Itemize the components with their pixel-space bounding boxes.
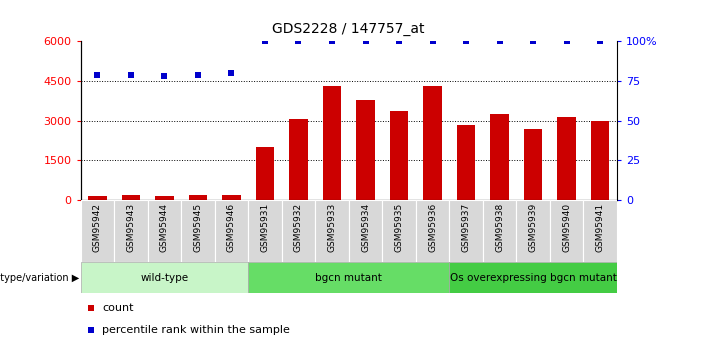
Bar [189, 195, 207, 200]
FancyBboxPatch shape [517, 200, 550, 262]
Text: GSM95935: GSM95935 [395, 203, 404, 253]
FancyBboxPatch shape [583, 200, 617, 262]
FancyBboxPatch shape [416, 200, 449, 262]
Point [427, 39, 438, 44]
FancyBboxPatch shape [550, 200, 583, 262]
Text: GSM95937: GSM95937 [461, 203, 470, 253]
Text: bgcn mutant: bgcn mutant [315, 273, 382, 283]
FancyBboxPatch shape [449, 200, 483, 262]
Text: GSM95939: GSM95939 [529, 203, 538, 253]
FancyBboxPatch shape [148, 200, 181, 262]
Point [159, 73, 170, 79]
Bar [491, 114, 509, 200]
Text: GSM95945: GSM95945 [193, 203, 203, 252]
Text: GSM95936: GSM95936 [428, 203, 437, 253]
Text: Os overexpressing bgcn mutant: Os overexpressing bgcn mutant [449, 273, 616, 283]
Bar [222, 196, 240, 200]
FancyBboxPatch shape [382, 200, 416, 262]
Point [393, 39, 404, 44]
Bar [155, 196, 174, 200]
Text: GSM95934: GSM95934 [361, 203, 370, 252]
Point [259, 39, 271, 44]
Point [561, 39, 572, 44]
FancyBboxPatch shape [449, 262, 617, 293]
FancyBboxPatch shape [181, 200, 215, 262]
Bar [457, 125, 475, 200]
FancyBboxPatch shape [248, 262, 449, 293]
FancyBboxPatch shape [282, 200, 315, 262]
FancyBboxPatch shape [483, 200, 517, 262]
Point [527, 39, 538, 44]
Text: count: count [102, 303, 134, 313]
Point [293, 39, 304, 44]
Point [92, 72, 103, 78]
Point [461, 39, 472, 44]
Text: GSM95941: GSM95941 [596, 203, 605, 252]
Text: GSM95940: GSM95940 [562, 203, 571, 252]
FancyBboxPatch shape [349, 200, 382, 262]
Text: GSM95943: GSM95943 [126, 203, 135, 252]
FancyBboxPatch shape [315, 200, 349, 262]
Text: wild-type: wild-type [140, 273, 189, 283]
Text: percentile rank within the sample: percentile rank within the sample [102, 325, 290, 335]
Point [327, 39, 338, 44]
Bar [524, 129, 543, 200]
Point [494, 39, 505, 44]
Bar [390, 111, 408, 200]
Text: GSM95944: GSM95944 [160, 203, 169, 252]
FancyBboxPatch shape [81, 200, 114, 262]
Text: GSM95946: GSM95946 [227, 203, 236, 252]
Point [86, 328, 97, 333]
Text: GSM95942: GSM95942 [93, 203, 102, 252]
Bar [591, 121, 609, 200]
Point [192, 72, 203, 78]
Bar [256, 147, 274, 200]
Bar [290, 119, 308, 200]
FancyBboxPatch shape [114, 200, 148, 262]
Text: GSM95938: GSM95938 [495, 203, 504, 253]
Bar [122, 195, 140, 200]
Point [360, 39, 371, 44]
FancyBboxPatch shape [81, 262, 248, 293]
Point [226, 70, 237, 76]
Bar [88, 196, 107, 200]
Text: GSM95933: GSM95933 [327, 203, 336, 253]
FancyBboxPatch shape [248, 200, 282, 262]
Bar [423, 86, 442, 200]
Bar [356, 100, 375, 200]
Point [594, 39, 606, 44]
Text: genotype/variation ▶: genotype/variation ▶ [0, 273, 79, 283]
Bar [557, 117, 576, 200]
FancyBboxPatch shape [215, 200, 248, 262]
Point [86, 305, 97, 310]
Text: GSM95931: GSM95931 [261, 203, 269, 253]
Point [125, 72, 137, 78]
Title: GDS2228 / 147757_at: GDS2228 / 147757_at [273, 22, 425, 36]
Text: GSM95932: GSM95932 [294, 203, 303, 252]
Bar [322, 86, 341, 200]
